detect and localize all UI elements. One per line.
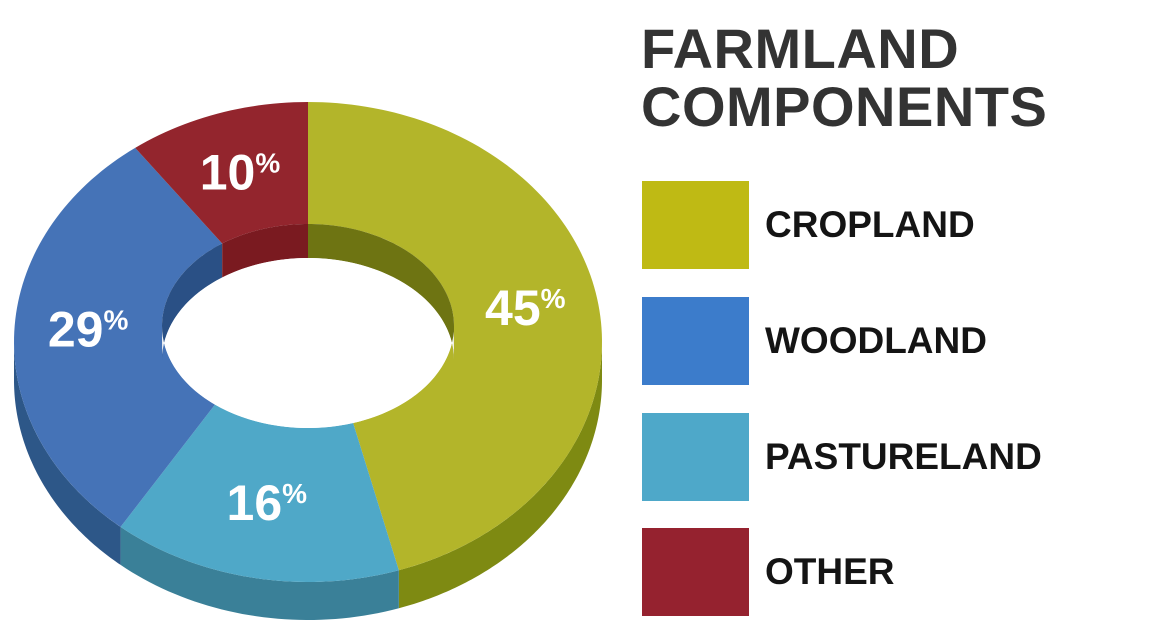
slice-label-pastureland: 16%	[227, 475, 308, 531]
slice-label-percent-pastureland: %	[282, 478, 307, 509]
slice-side-pastureland	[120, 526, 399, 620]
slice-side-cropland	[398, 342, 602, 609]
legend-swatch-woodland	[642, 297, 749, 385]
slice-inner-wall-cropland-0	[308, 224, 454, 360]
chart-percent-labels: 45%16%29%10%	[48, 144, 566, 531]
slice-top-other	[135, 102, 308, 244]
chart-top-face	[14, 102, 602, 582]
slice-inner-wall-other-1	[222, 224, 308, 278]
chart-title-line-1: FARMLAND	[641, 17, 960, 80]
slice-top-pastureland	[120, 404, 399, 582]
slice-label-percent-woodland: %	[103, 305, 128, 336]
slice-top-cropland	[308, 102, 602, 571]
legend-swatch-cropland	[642, 181, 749, 269]
legend-item-pastureland: PASTURELAND	[642, 413, 1162, 501]
legend-label-woodland: WOODLAND	[765, 320, 987, 361]
donut-hole	[162, 258, 454, 428]
slice-side-woodland	[14, 342, 121, 565]
legend-label-cropland: CROPLAND	[765, 204, 975, 245]
slice-top-woodland	[14, 147, 223, 527]
slice-label-percent-cropland: %	[541, 283, 566, 314]
legend-swatch-pastureland	[642, 413, 749, 501]
legend-item-cropland: CROPLAND	[642, 181, 1162, 269]
chart-title: FARMLAND COMPONENTS	[641, 20, 1047, 136]
legend-label-pastureland: PASTURELAND	[765, 436, 1042, 477]
donut-chart: 45%16%29%10%	[14, 102, 602, 620]
chart-inner-wall	[162, 224, 454, 428]
legend-label-other: OTHER	[765, 551, 895, 592]
chart-title-line-2: COMPONENTS	[641, 75, 1048, 138]
chart-side-wall	[14, 342, 602, 620]
legend-swatch-other	[642, 528, 749, 616]
legend-item-other: OTHER	[642, 528, 1162, 616]
legend-item-woodland: WOODLAND	[642, 297, 1162, 385]
slice-label-percent-other: %	[255, 147, 280, 178]
slice-inner-wall-woodland-1	[162, 243, 223, 360]
